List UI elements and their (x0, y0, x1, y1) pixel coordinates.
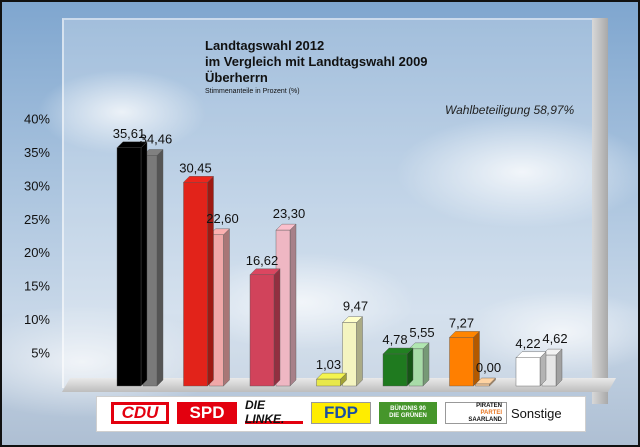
bar-2009-side (156, 148, 164, 387)
y-tick-label: 5% (31, 346, 50, 361)
bar-2012-side (140, 141, 148, 387)
chart-unit-note: Stimmenanteile in Prozent (%) (205, 88, 300, 95)
data-label-2012: 16,62 (246, 253, 279, 268)
piraten-logo-line-3: SAARLAND (468, 416, 502, 423)
plot-side-wall (592, 18, 608, 404)
bar-2012-side (207, 175, 214, 387)
party-legend: CDU SPD DIE LINKE. FDP BÜNDNIS 90 DIE GR… (96, 396, 586, 432)
data-label-2009: 23,30 (273, 206, 306, 221)
y-tick-label: 20% (24, 245, 50, 260)
y-tick-label: 25% (24, 212, 50, 227)
data-label-2012: 1,03 (316, 357, 341, 372)
gruene-logo-line-1: BÜNDNIS 90 (390, 406, 426, 412)
data-label-2009: 9,47 (343, 299, 368, 314)
piraten-logo-line-1: PIRATEN (476, 402, 502, 409)
chart-title-block: Landtagswahl 2012 im Vergleich mit Landt… (205, 38, 428, 95)
bar-2009-side (356, 316, 363, 387)
bar-2009 (475, 383, 490, 387)
bar-2012-side (473, 330, 480, 387)
piraten-logo: PIRATEN PARTEI SAARLAND (445, 402, 507, 424)
bar-2012-side (406, 347, 414, 387)
bar-2012 (116, 147, 142, 387)
bar-2009-side (555, 348, 563, 387)
bar-2012 (316, 378, 341, 387)
linke-logo: DIE LINKE. (245, 398, 303, 426)
spd-logo: SPD (177, 402, 237, 424)
bar-2009-side (223, 228, 230, 387)
y-tick-label: 30% (24, 178, 50, 193)
chart-title: Landtagswahl 2012 (205, 38, 325, 53)
bar-2009-side (422, 342, 430, 387)
y-tick-label: 35% (24, 145, 50, 160)
chart-subtitle-line-1: im Vergleich mit Landtagswahl 2009 (205, 54, 428, 69)
data-label-2009: 34,46 (140, 131, 173, 146)
gruene-logo: BÜNDNIS 90 DIE GRÜNEN (379, 402, 437, 424)
data-label-2009: 0,00 (476, 360, 501, 375)
bar-2012 (449, 337, 474, 387)
bar-2012 (183, 182, 208, 387)
bar-2012 (249, 274, 275, 387)
data-label-2012: 35,61 (113, 126, 146, 141)
data-label-2012: 4,22 (515, 336, 540, 351)
bar-2012-side (273, 268, 281, 387)
data-label-2009: 5,55 (409, 325, 434, 340)
bar-2012 (382, 353, 408, 387)
bar-2009-side (289, 223, 297, 387)
sonstige-label: Sonstige (511, 406, 562, 421)
bar-2009 (342, 322, 357, 387)
y-tick-label: 40% (24, 111, 50, 126)
bar-2012 (515, 357, 541, 387)
y-tick-label: 15% (24, 279, 50, 294)
data-label-2012: 4,78 (382, 332, 407, 347)
y-tick-label: 10% (24, 312, 50, 327)
data-label-2012: 7,27 (449, 315, 474, 330)
cdu-logo: CDU (111, 402, 169, 424)
data-label-2009: 22,60 (206, 211, 239, 226)
fdp-logo: FDP (311, 402, 371, 424)
turnout-label: Wahlbeteiligung 58,97% (445, 103, 575, 117)
data-label-2012: 30,45 (179, 160, 212, 175)
gruene-logo-line-2: DIE GRÜNEN (389, 413, 427, 419)
chart-subtitle-line-2: Überherrn (205, 70, 268, 85)
data-label-2009: 4,62 (542, 331, 567, 346)
piraten-logo-line-2: PARTEI (480, 409, 502, 416)
